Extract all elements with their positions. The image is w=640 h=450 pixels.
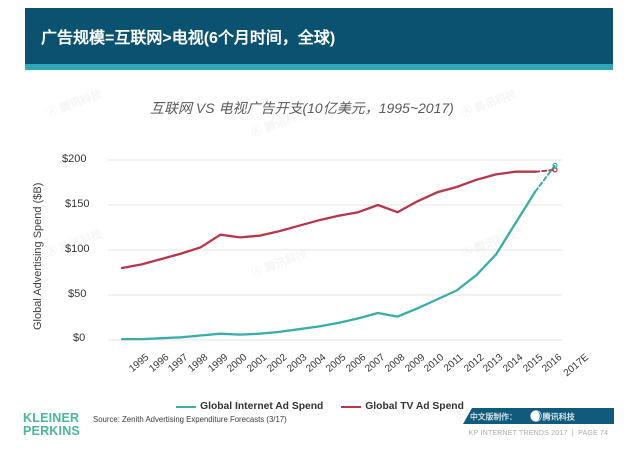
svg-text:腾讯科技: 腾讯科技 [542, 412, 576, 422]
svg-text:中文版制作：: 中文版制作： [470, 412, 517, 422]
